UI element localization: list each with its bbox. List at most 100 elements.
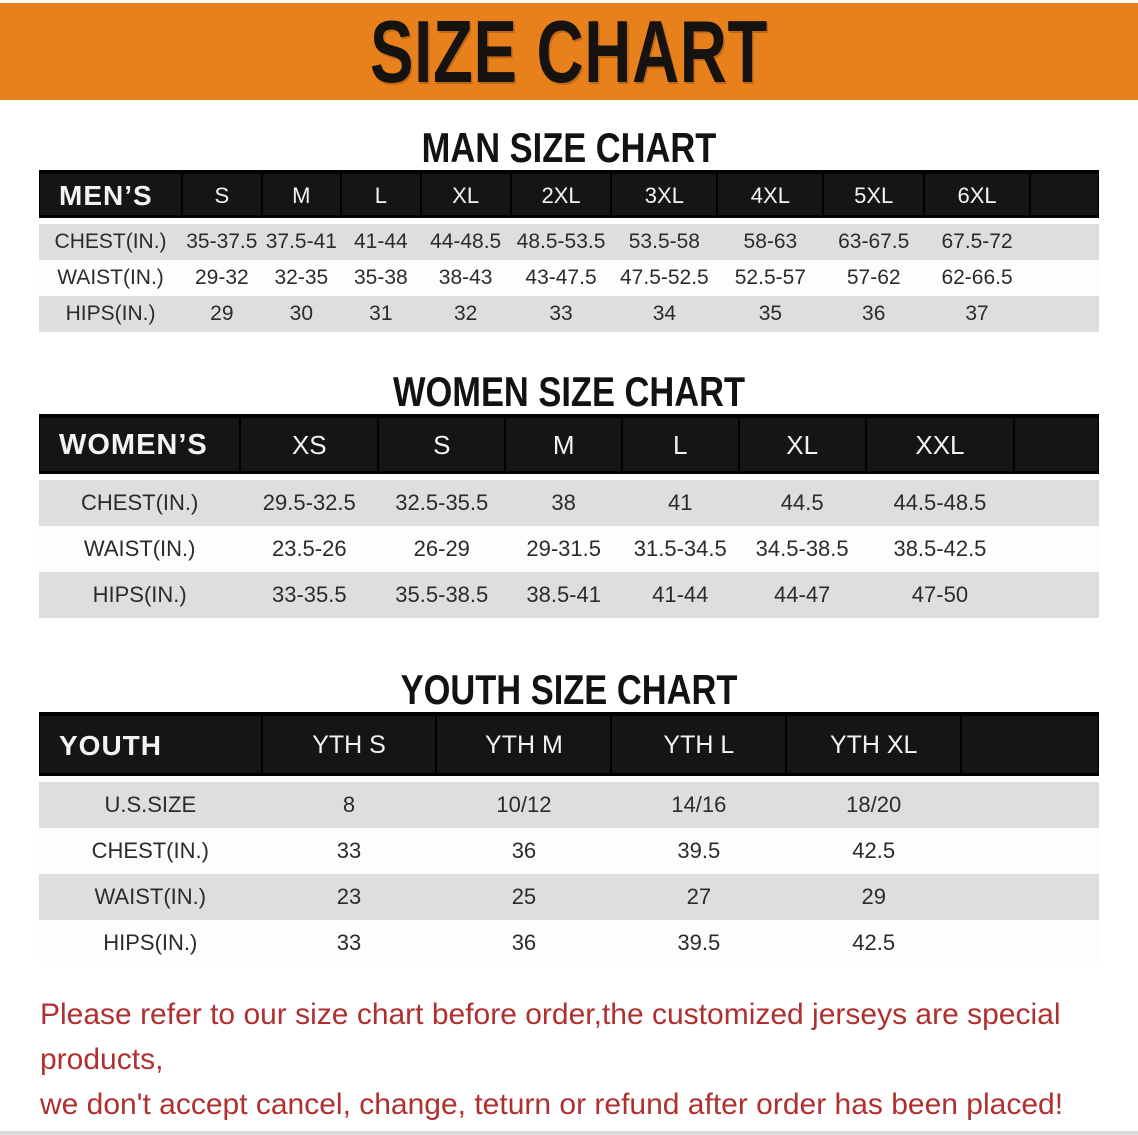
table-row: CHEST(IN.) 29.5-32.5 32.5-35.5 38 41 44.5 44.5… [39,477,1099,526]
table-row: WAIST(IN.) 23.5-26 26-29 29-31.5 31.5-34.5 34… [39,526,1099,572]
column-header: S [182,170,262,224]
table-row: WAIST(IN.) 23 25 27 29 [39,874,1099,920]
table-cell: 32.5-35.5 [378,477,506,526]
table-cell: 26-29 [378,526,506,572]
table-cell: 41 [621,477,739,526]
table-cell-spacer [961,920,1099,966]
column-header: YTH M [436,712,612,782]
column-header: 2XL [510,170,612,224]
table-cell: 10/12 [436,779,612,828]
table-header-label: MEN’S [39,170,183,224]
table-cell-spacer [1014,526,1099,572]
table-cell: 52.5-57 [717,260,824,296]
table-cell: 41-44 [341,221,421,260]
youth-size-table: YOUTH YTH S YTH M YTH L YTH XL U.S.SIZE 8 10/12… [39,712,1099,966]
column-header-spacer [1014,414,1099,480]
column-header: XL [420,170,511,224]
column-header: XXL [865,414,1015,480]
youth-size-chart-heading: YOUTH SIZE CHART [400,666,738,713]
column-header: M [505,414,622,480]
table-header-row: MEN’S S M L XL 2XL 3XL 4XL 5XL 6XL [39,170,1099,224]
disclaimer-line-2: we don't accept cancel, change, teturn o… [40,1088,1064,1121]
table-cell: 23.5-26 [240,526,379,572]
table-cell: 31 [341,296,421,332]
table-header-label: WOMEN’S [39,414,241,480]
column-header: YTH L [611,712,787,782]
table-cell: 37.5-41 [261,221,342,260]
column-header: 3XL [611,170,718,224]
table-cell: 39.5 [611,920,787,966]
column-header: M [261,170,342,224]
table-cell: 14/16 [611,779,787,828]
table-header-row: WOMEN’S XS S M L XL XXL [39,414,1099,480]
mens-size-table: MEN’S S M L XL 2XL 3XL 4XL 5XL 6XL CHEST(IN.) 35-37… [39,170,1099,332]
table-row: HIPS(IN.) 33-35.5 35.5-38.5 38.5-41 41-44 44-… [39,572,1099,618]
table-cell: 25 [436,874,612,920]
table-cell: 34.5-38.5 [738,526,866,572]
table-cell: 47.5-52.5 [611,260,718,296]
table-cell: 18/20 [786,779,962,828]
table-cell: 37 [924,296,1031,332]
table-row: WAIST(IN.) 29-32 32-35 35-38 38-43 43-47.5 47.… [39,260,1099,296]
women-size-chart-heading: WOMEN SIZE CHART [392,368,746,415]
row-label: CHEST(IN.) [39,828,262,874]
banner-title: SIZE CHART [369,1,769,101]
table-cell: 35 [717,296,824,332]
table-cell: 44-47 [738,572,866,618]
table-cell-spacer [1030,221,1099,260]
table-cell: 38 [505,477,622,526]
column-header: YTH S [261,712,437,782]
table-cell: 38.5-42.5 [865,526,1015,572]
table-cell: 53.5-58 [611,221,718,260]
table-cell: 32 [420,296,511,332]
table-cell: 30 [261,296,342,332]
table-cell: 29 [786,874,962,920]
table-cell: 42.5 [786,828,962,874]
table-cell: 44-48.5 [420,221,511,260]
table-cell: 44.5 [738,477,866,526]
table-cell: 35-37.5 [182,221,262,260]
column-header: XS [240,414,379,480]
table-row: HIPS(IN.) 33 36 39.5 42.5 [39,920,1099,966]
table-cell-spacer [961,828,1099,874]
column-header: 6XL [924,170,1031,224]
size-chart-banner: SIZE CHART [0,1,1138,101]
table-cell: 44.5-48.5 [865,477,1015,526]
table-cell: 32-35 [261,260,342,296]
table-cell: 38-43 [420,260,511,296]
table-cell: 36 [436,920,612,966]
table-cell: 57-62 [823,260,925,296]
table-cell: 42.5 [786,920,962,966]
row-label: HIPS(IN.) [39,572,241,618]
disclaimer-text: Please refer to our size chart before or… [40,992,1138,1127]
table-cell: 29 [182,296,262,332]
table-cell-spacer [961,779,1099,828]
table-cell: 67.5-72 [924,221,1031,260]
table-cell: 41-44 [621,572,739,618]
man-size-chart-heading: MAN SIZE CHART [421,124,717,171]
table-cell: 36 [823,296,925,332]
row-label: U.S.SIZE [39,779,262,828]
column-header: YTH XL [786,712,962,782]
column-header-spacer [1030,170,1099,224]
column-header: S [378,414,506,480]
table-cell: 33 [261,920,437,966]
table-cell: 35-38 [341,260,421,296]
table-cell: 47-50 [865,572,1015,618]
table-cell-spacer [1030,296,1099,332]
column-header: L [341,170,421,224]
table-cell: 62-66.5 [924,260,1031,296]
table-cell: 33 [261,828,437,874]
table-cell: 48.5-53.5 [510,221,612,260]
column-header: XL [738,414,866,480]
column-header: 4XL [717,170,824,224]
row-label: HIPS(IN.) [39,920,262,966]
table-cell: 27 [611,874,787,920]
table-cell: 58-63 [717,221,824,260]
row-label: WAIST(IN.) [39,874,262,920]
table-cell: 43-47.5 [510,260,612,296]
womens-size-table: WOMEN’S XS S M L XL XXL CHEST(IN.) 29.5-32.5 32.5… [39,414,1099,618]
column-header: 5XL [823,170,925,224]
table-cell-spacer [961,874,1099,920]
table-cell: 29.5-32.5 [240,477,379,526]
